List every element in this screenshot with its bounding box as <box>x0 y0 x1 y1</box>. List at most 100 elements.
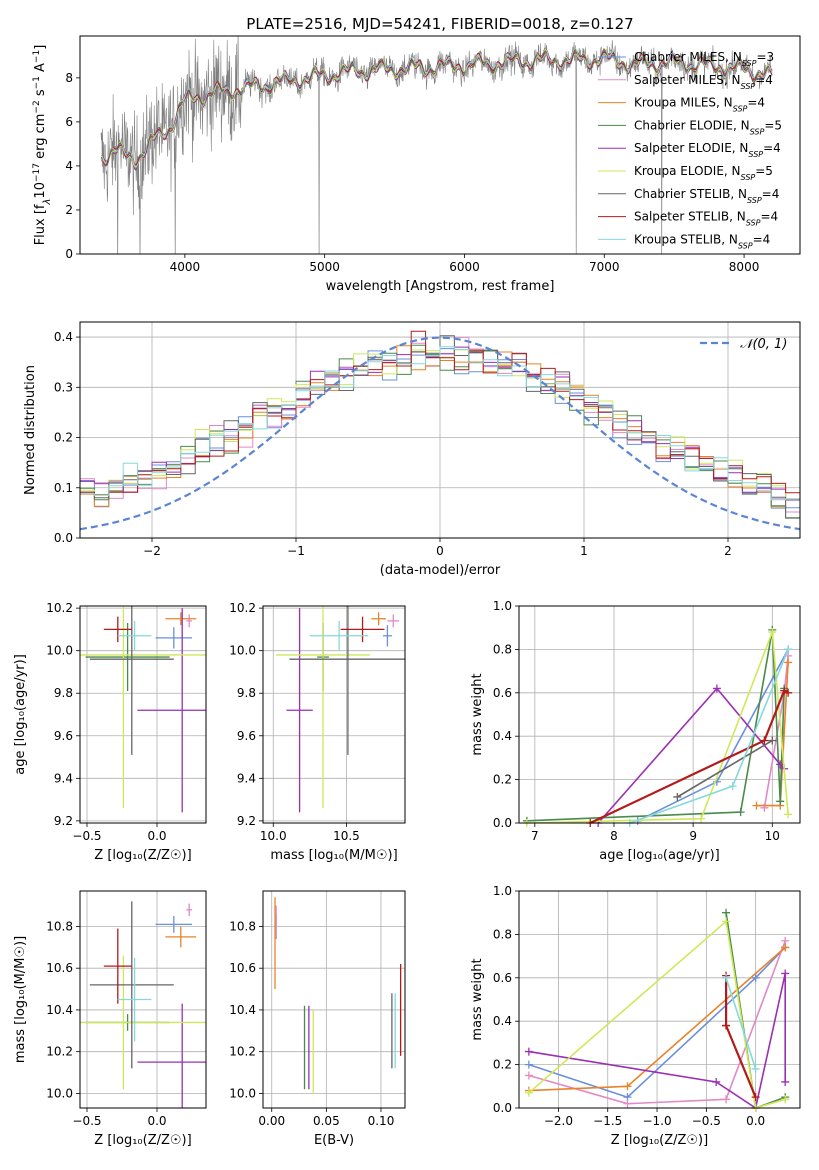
weight-point-7 <box>784 688 793 697</box>
legend-entry-count: =4 <box>763 141 781 155</box>
y-tick-label: 4 <box>65 159 73 173</box>
legend-entry-sub: SSP <box>750 127 765 136</box>
x-tick-label: −2.0 <box>544 1114 573 1128</box>
x-tick-label: −0.5 <box>72 829 101 843</box>
weight-point-5 <box>781 1095 790 1104</box>
weight-point-3 <box>736 808 745 817</box>
y-axis-label: age [log₁₀(age/yr)] <box>13 654 28 775</box>
y-label-part: 10 <box>33 182 48 199</box>
y-tick-label: 2 <box>65 203 73 217</box>
x-tick-label: 0.00 <box>258 1114 285 1128</box>
y-tick-label: 10.8 <box>46 919 73 933</box>
legend-entry-sub: SSP <box>742 59 757 68</box>
weight-point-4 <box>781 1077 790 1086</box>
weight-line-3 <box>725 912 786 1108</box>
y-label-part: −2 <box>32 100 42 113</box>
y-label-part: −17 <box>32 163 42 182</box>
y-tick-label: 10.0 <box>229 644 256 658</box>
y-tick-label: 0.8 <box>493 642 512 656</box>
weight-point-3 <box>722 908 731 917</box>
weight-point-7 <box>760 736 769 745</box>
x-tick-label: 10.0 <box>260 829 287 843</box>
y-tick-label: 10.0 <box>46 644 73 658</box>
weight-point-3 <box>776 797 785 806</box>
weight-point-1 <box>524 1071 533 1080</box>
y-tick-label: 0 <box>65 247 73 261</box>
x-axis-label: mass [log₁₀(M/M☉)] <box>270 848 397 863</box>
legend-entry-count: =4 <box>762 187 780 201</box>
weight-line-1 <box>528 940 786 1105</box>
y-tick-label: 10.0 <box>229 1086 256 1100</box>
x-tick-label: 7 <box>531 829 539 843</box>
axes-frame <box>262 890 406 1109</box>
weight-line-5 <box>528 919 786 1108</box>
weight-point-5 <box>524 1088 533 1097</box>
y-label-part: erg cm <box>33 114 48 163</box>
legend-entry-count: =4 <box>760 210 778 224</box>
y-tick-label: 10.6 <box>46 961 73 975</box>
legend-entry: Kroupa MILES, NSSP=4 <box>634 96 765 114</box>
y-tick-label: 10.4 <box>46 1003 73 1017</box>
weight-point-4 <box>524 1047 533 1056</box>
legend-entry-sub: SSP <box>741 81 756 90</box>
normal-reference-curve <box>80 336 800 531</box>
y-tick-label: 9.4 <box>237 771 256 785</box>
x-tick-label: 2 <box>724 544 732 558</box>
weight-point-4 <box>712 684 721 693</box>
reference-legend-label: 𝒩(0, 1) <box>740 337 787 352</box>
legend-entry-name: Chabrier ELODIE, N <box>634 118 750 132</box>
y-tick-label: 6 <box>65 115 73 129</box>
legend-entry-count: =4 <box>753 232 771 246</box>
weight-point-4 <box>776 760 785 769</box>
legend-entry: Salpeter ELODIE, NSSP=4 <box>634 141 781 159</box>
x-tick-label: 10 <box>765 829 780 843</box>
legend-entry-name: Kroupa MILES, N <box>634 96 733 110</box>
legend-entry-sub: SSP <box>738 241 753 250</box>
y-tick-label: 1.0 <box>493 599 512 613</box>
panel-mass-vs-Z: −0.5 0.0 10.0 10.2 10.4 10.6 10.8 Z [log₁₀(Z/Z☉… <box>13 890 207 1148</box>
legend-entry-sub: SSP <box>733 104 748 113</box>
panel-age-vs-Z: −0.5 0.0 9.2 9.4 9.6 9.8 10.0 10.2 Z [log₁₀(Z/Z☉… <box>13 601 207 863</box>
legend-entry-count: =4 <box>755 73 773 87</box>
legend-entry-name: Kroupa STELIB, N <box>634 232 738 246</box>
x-tick-label: 0.0 <box>147 1114 166 1128</box>
weight-point-8 <box>722 973 731 982</box>
y-tick-label: 0.4 <box>54 330 73 344</box>
y-tick-label: 10.2 <box>46 601 73 615</box>
plots-layer: 4000 5000 6000 7000 8000 0 2 4 6 8 wavelength [Ang… <box>13 35 801 1148</box>
axes-frame <box>518 890 801 1109</box>
axes-frame <box>79 890 207 1109</box>
x-tick-label: 4000 <box>170 260 201 274</box>
y-tick-label: 0.6 <box>493 686 512 700</box>
y-label-part: λ <box>42 199 53 206</box>
x-axis-label: Z [log₁₀(Z/Z☉)] <box>611 1133 708 1148</box>
weight-point-6 <box>673 792 682 801</box>
y-axis-label: mass weight <box>470 673 485 755</box>
legend-entry-name: Salpeter STELIB, N <box>634 210 746 224</box>
x-tick-label: 5000 <box>309 260 340 274</box>
y-tick-label: 8 <box>65 71 73 85</box>
y-tick-label: 0.2 <box>493 773 512 787</box>
legend-entry: Kroupa STELIB, NSSP=4 <box>634 232 770 250</box>
panel-residuals: −2 −1 0 1 2 0.0 0.1 0.2 0.3 0.4 (data-model)/error… <box>23 321 801 578</box>
legend-entry-name: Kroupa ELODIE, N <box>634 164 741 178</box>
legend-entry-sub: SSP <box>741 173 756 182</box>
y-tick-label: 10.0 <box>46 1086 73 1100</box>
panel-spectrum: 4000 5000 6000 7000 8000 0 2 4 6 8 wavelength [Ang… <box>32 35 801 294</box>
y-tick-label: 9.4 <box>54 771 73 785</box>
legend-entry-name: Salpeter MILES, N <box>634 73 741 87</box>
x-tick-label: −0.5 <box>692 1114 721 1128</box>
weight-point-8 <box>751 1064 760 1073</box>
legend-entry: Salpeter STELIB, NSSP=4 <box>634 210 778 228</box>
y-label-part: Flux [f <box>33 204 48 245</box>
y-tick-label: 10.4 <box>229 1003 256 1017</box>
x-tick-label: 6000 <box>449 260 480 274</box>
weight-point-0 <box>524 1060 533 1069</box>
panel-weight-vs-age: 7 8 9 10 0.0 0.2 0.4 0.6 0.8 1.0 age [log₁₀(age/yr… <box>470 599 801 863</box>
x-tick-label: 1 <box>580 544 588 558</box>
legend-entry: Kroupa ELODIE, NSSP=5 <box>634 164 773 182</box>
legend-entry: Salpeter MILES, NSSP=4 <box>634 73 773 91</box>
axes-frame <box>262 605 406 824</box>
legend-entry-count: =5 <box>755 164 773 178</box>
